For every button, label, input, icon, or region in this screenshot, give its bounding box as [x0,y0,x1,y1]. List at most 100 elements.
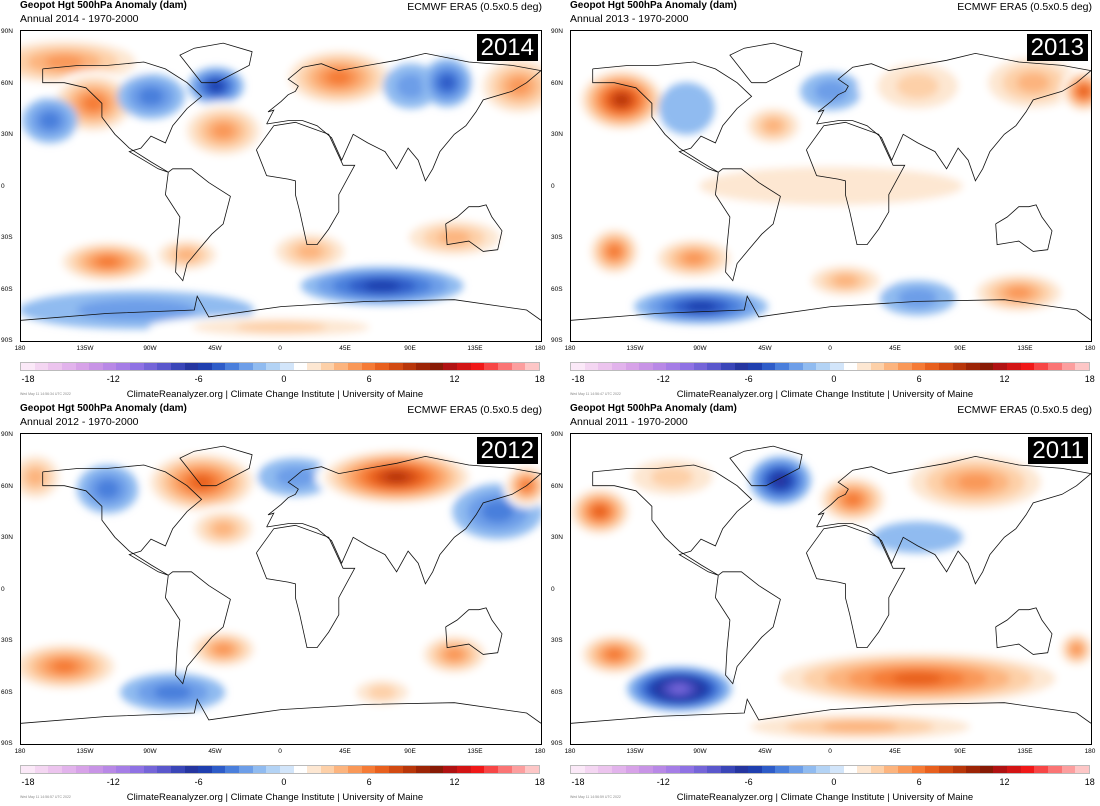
colorbar-swatch [734,766,749,773]
colorbar-swatch [307,363,321,370]
colorbar-swatch [802,363,817,370]
colorbar-swatch [34,766,49,773]
colorbar-swatch [375,766,389,773]
colorbar-swatch [157,363,171,370]
longitude-label: 135W [626,345,644,352]
coastline [179,42,253,84]
latitude-label: 30N [551,131,563,138]
colorbar-tick-label: -6 [744,777,753,787]
longitude-label: 180 [534,345,546,352]
panel-subtitle: Annual 2012 - 1970-2000 [20,416,139,428]
anomaly-contour [297,244,323,259]
latitude-label: 0 [1,585,5,593]
colorbar-swatch [993,766,1007,773]
colorbar-tick-label: 18 [1084,374,1095,384]
coastline [42,61,203,173]
timestamp: Wed May 11 14:56:57 UTC 2022 [20,795,71,799]
latitude-label: 90N [1,28,13,35]
anomaly-contour [208,80,224,92]
colorbar-swatch [266,766,280,773]
latitude-label: 30S [1,234,13,241]
longitude-label: 90W [143,345,157,352]
latitude-label: 90S [1,337,13,344]
panel-source: ECMWF ERA5 (0.5x0.5 deg) [407,404,542,416]
coastline [256,121,356,246]
coastline [714,571,781,685]
colorbar-tick-label: -12 [106,777,120,787]
anomaly-contour [96,479,120,499]
anomaly-field [21,434,541,744]
anomaly-contour [439,75,455,91]
colorbar-swatch [416,363,430,370]
colorbar-swatch [293,363,308,370]
longitude-label: 90E [404,748,416,755]
colorbar-tick-label: 18 [534,374,545,384]
colorbar-tick-label: 0 [831,374,837,384]
anomaly-contour [45,55,84,69]
longitude-label: 180 [14,748,26,755]
anomaly-contour [176,248,199,262]
colorbar-swatch [611,363,626,370]
colorbar-swatch [870,363,885,370]
colorbar-tick-label: -12 [656,777,670,787]
timestamp: Wed May 11 14:56:59 UTC 2022 [570,795,621,799]
colorbar-tick-label: 12 [449,374,460,384]
anomaly-contour [368,685,397,700]
colorbar-swatch [21,363,35,370]
colorbar-swatch [884,766,898,773]
colorbar-swatch [652,766,667,773]
colorbar-swatch [143,363,158,370]
colorbar-tick-label: 18 [1084,777,1095,787]
colorbar-swatch [75,363,90,370]
colorbar-swatch [938,766,953,773]
colorbar-swatch [584,363,599,370]
colorbar-tick-label: 12 [999,777,1010,787]
coastline [266,52,541,182]
colorbar-tick-label: -6 [194,777,203,787]
anomaly-contour [52,660,76,673]
colorbar-swatch [429,363,444,370]
colorbar-swatch [497,363,512,370]
anomaly-contour [814,80,848,102]
credit-line: ClimateReanalyzer.org | Climate Change I… [126,792,424,803]
latitude-label: 90N [1,431,13,438]
anomaly-contour [606,649,623,660]
colorbar-swatch [829,766,844,773]
colorbar-swatch [361,766,376,773]
coastline [445,204,503,252]
anomaly-contour [897,288,938,308]
panel-source: ECMWF ERA5 (0.5x0.5 deg) [407,1,542,13]
colorbar-swatch [416,766,430,773]
colorbar-swatch [116,766,130,773]
anomaly-contour [1016,72,1050,93]
anomaly-contour [593,506,607,517]
longitude-label: 0 [828,748,832,755]
coastline [571,295,1091,321]
colorbar-swatch [938,363,953,370]
colorbar-tick-label: 18 [534,777,545,787]
colorbar-swatch [130,766,144,773]
longitude-label: 0 [828,345,832,352]
colorbar-swatch [925,766,939,773]
colorbar-swatch [320,363,335,370]
anomaly-contour [683,252,705,265]
longitude-label: 0 [278,748,282,755]
coastline [42,464,203,576]
colorbar-swatch [89,766,103,773]
longitude-label: 45E [889,748,901,755]
colorbar-swatch [388,766,403,773]
colorbar-swatch [402,363,417,370]
colorbar-swatch [639,766,653,773]
colorbar-swatch [952,363,967,370]
anomaly-contour [212,123,234,139]
colorbar-swatch [693,363,708,370]
latitude-label: 30N [551,534,563,541]
coastline [445,607,503,655]
colorbar-swatch [525,766,539,773]
colorbar-swatch [911,363,926,370]
coastline [714,168,781,282]
colorbar-tick-label: 6 [366,374,372,384]
colorbar-swatch [89,363,103,370]
colorbar-tick-label: -18 [571,374,585,384]
colorbar-swatch [693,766,708,773]
